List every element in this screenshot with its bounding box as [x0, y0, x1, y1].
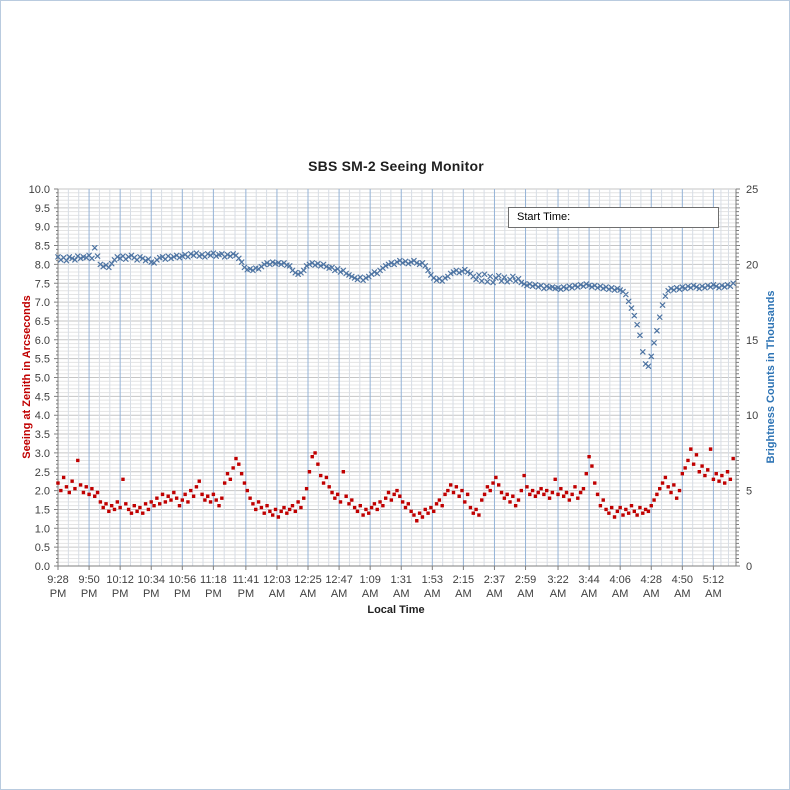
seeing-series	[56, 447, 735, 523]
x-tick-meridiem-label: AM	[486, 588, 503, 600]
h-gridlines	[58, 188, 736, 563]
right-y-tick-label: 0	[746, 561, 752, 573]
x-tick-time-label: 11:18	[200, 574, 227, 586]
x-tick-meridiem-label: AM	[424, 588, 441, 600]
x-tick-meridiem-label: AM	[362, 588, 379, 600]
left-y-tick-label: 0.0	[35, 561, 50, 573]
x-tick-time-label: 10:34	[137, 574, 165, 586]
x-tick-meridiem-label: AM	[612, 588, 629, 600]
left-y-tick-label: 3.0	[35, 448, 50, 460]
right-axis-title: Brightness Counts in Thousands	[765, 290, 777, 464]
left-y-tick-label: 8.5	[35, 241, 50, 253]
x-tick-time-label: 1:09	[359, 574, 380, 586]
start-time-input-box[interactable]: Start Time:	[508, 207, 719, 228]
x-tick-time-label: 4:06	[609, 574, 630, 586]
left-y-tick-label: 2.5	[35, 467, 50, 479]
x-tick-meridiem-label: PM	[238, 588, 255, 600]
x-tick-meridiem-label: AM	[550, 588, 567, 600]
right-y-tick-label: 15	[746, 335, 758, 347]
left-y-tick-label: 9.0	[35, 222, 50, 234]
x-tick-meridiem-label: PM	[143, 588, 160, 600]
x-tick-meridiem-label: AM	[455, 588, 472, 600]
x-tick-time-label: 9:50	[78, 574, 99, 586]
x-tick-time-label: 5:12	[703, 574, 724, 586]
x-tick-meridiem-label: PM	[81, 588, 98, 600]
left-axis-title: Seeing at Zenith in Arcseconds	[21, 295, 33, 459]
right-tick-labels: 0 5 10 15 20 25	[746, 184, 758, 573]
left-y-tick-label: 7.0	[35, 297, 50, 309]
start-time-label: Start Time:	[517, 211, 571, 223]
x-tick-time-label: 4:50	[672, 574, 693, 586]
left-y-tick-label: 1.0	[35, 523, 50, 535]
x-tick-meridiem-label: AM	[393, 588, 410, 600]
x-tick-time-label: 12:03	[263, 574, 291, 586]
x-tick-meridiem-label: AM	[517, 588, 534, 600]
left-y-tick-label: 8.0	[35, 259, 50, 271]
x-tick-meridiem-label: AM	[705, 588, 722, 600]
left-y-tick-label: 4.0	[35, 410, 50, 422]
left-y-tick-label: 1.5	[35, 504, 50, 516]
right-y-tick-label: 20	[746, 259, 758, 271]
x-axis-title: Local Time	[367, 604, 425, 616]
x-tick-meridiem-label: PM	[174, 588, 191, 600]
left-y-tick-label: 9.5	[35, 203, 50, 215]
x-tick-time-label: 11:41	[233, 574, 260, 586]
left-y-tick-label: 7.5	[35, 278, 50, 290]
x-tick-meridiem-label: PM	[50, 588, 67, 600]
x-tick-time-label: 9:28	[47, 574, 68, 586]
x-tick-meridiem-label: AM	[674, 588, 691, 600]
x-tick-time-label: 2:37	[484, 574, 505, 586]
x-tick-meridiem-label: AM	[581, 588, 598, 600]
x-tick-time-label: 10:12	[106, 574, 134, 586]
x-tick-meridiem-label: AM	[643, 588, 660, 600]
v-gridlines	[67, 189, 729, 566]
x-tick-time-label: 3:44	[578, 574, 599, 586]
right-y-tick-label: 10	[746, 410, 758, 422]
left-y-tick-label: 2.0	[35, 486, 50, 498]
x-tick-time-label: 12:47	[325, 574, 353, 586]
x-tick-meridiem-label: PM	[112, 588, 129, 600]
left-y-tick-label: 4.5	[35, 391, 50, 403]
x-tick-time-label: 3:22	[547, 574, 568, 586]
left-y-tick-label: 5.0	[35, 373, 50, 385]
chart-title: SBS SM-2 Seeing Monitor	[308, 158, 484, 174]
x-tick-time-label: 2:15	[453, 574, 474, 586]
x-tick-time-label: 12:25	[294, 574, 322, 586]
brightness-series	[55, 245, 736, 369]
x-tick-meridiem-label: AM	[331, 588, 348, 600]
left-y-tick-label: 6.0	[35, 335, 50, 347]
x-tick-labels: 9:28 PM 9:50 PM 10:12 PM 10:34 PM 10:56 PM 11:18 PM…	[47, 574, 724, 600]
right-y-tick-label: 5	[746, 486, 752, 498]
x-tick-meridiem-label: AM	[269, 588, 286, 600]
right-y-tick-label: 25	[746, 184, 758, 196]
left-y-tick-label: 10.0	[29, 184, 50, 196]
x-tick-time-label: 2:59	[515, 574, 536, 586]
left-y-tick-label: 6.5	[35, 316, 50, 328]
left-y-tick-label: 5.5	[35, 354, 50, 366]
left-y-tick-label: 3.5	[35, 429, 50, 441]
x-tick-time-label: 1:53	[422, 574, 443, 586]
x-tick-time-label: 4:28	[641, 574, 662, 586]
x-tick-meridiem-label: AM	[300, 588, 317, 600]
x-tick-time-label: 1:31	[391, 574, 412, 586]
left-y-tick-label: 0.5	[35, 542, 50, 554]
left-tick-labels: 0.0 0.5 1.0 1.5 2.0 2.5 3.0 3.5 4.0 4.5 5.0 5.5 6.0 6…	[29, 184, 50, 573]
axes	[54, 188, 740, 570]
x-tick-meridiem-label: PM	[205, 588, 222, 600]
x-tick-time-label: 10:56	[169, 574, 197, 586]
